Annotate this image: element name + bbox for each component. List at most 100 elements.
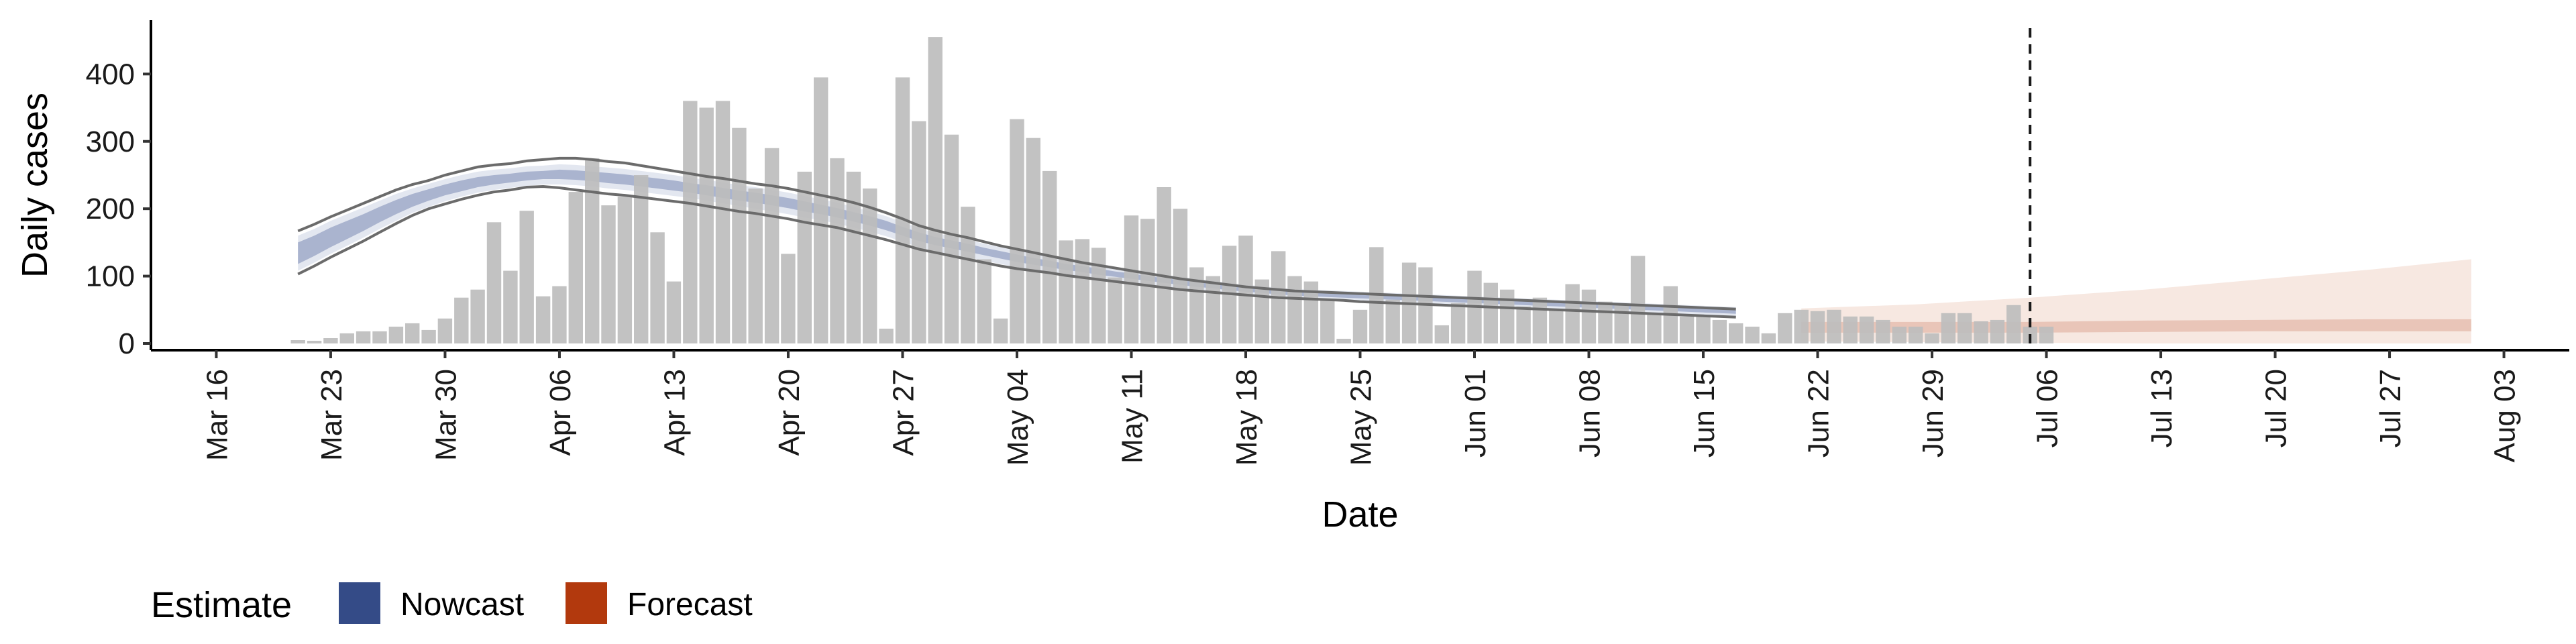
bar: [1745, 326, 1760, 343]
x-tick-label: Jul 27: [2374, 369, 2407, 447]
bar: [568, 192, 583, 343]
bar: [1712, 319, 1727, 343]
bar: [1794, 309, 1809, 343]
bar: [977, 259, 991, 343]
legend-title: Estimate: [151, 585, 292, 625]
x-tick-label: Mar 30: [429, 369, 462, 461]
legend-swatch-forecast: [566, 582, 607, 624]
bar: [1303, 281, 1319, 343]
bar: [535, 296, 551, 343]
bar: [1581, 289, 1597, 343]
bar: [552, 286, 567, 343]
x-tick-label: Jun 08: [1574, 369, 1607, 458]
x-tick-label: May 25: [1345, 369, 1378, 466]
bar: [601, 205, 616, 343]
legend-label-forecast: Forecast: [627, 587, 753, 623]
bar: [944, 134, 959, 343]
bar: [699, 107, 714, 343]
bar: [1843, 316, 1858, 343]
x-tick-label: Jun 01: [1459, 369, 1492, 458]
bar: [1614, 305, 1629, 343]
bar: [863, 189, 877, 343]
bar: [1892, 326, 1907, 343]
x-tick-label: Jul 13: [2145, 369, 2178, 447]
bar: [1876, 319, 1890, 343]
bar: [1778, 313, 1792, 343]
bar: [1647, 313, 1662, 343]
x-tick-label: Apr 27: [887, 369, 920, 456]
x-tick-label: Jun 15: [1688, 369, 1721, 458]
bar: [895, 77, 910, 344]
bar: [1336, 339, 1351, 343]
x-tick-label: Jul 20: [2260, 369, 2293, 447]
bar: [617, 197, 633, 343]
y-tick-label: 0: [119, 327, 135, 360]
bar: [1696, 316, 1711, 343]
bar: [1957, 313, 1972, 343]
bar: [1091, 248, 1106, 343]
bar: [503, 270, 518, 343]
y-tick-label: 400: [86, 58, 135, 91]
bar: [1810, 311, 1825, 343]
bar: [585, 158, 600, 343]
x-tick-label: Apr 06: [544, 369, 577, 456]
bar: [814, 77, 828, 344]
bar: [1549, 309, 1564, 343]
y-axis-title: Daily cases: [15, 93, 55, 278]
legend-label-nowcast: Nowcast: [400, 587, 524, 623]
bar: [307, 341, 322, 343]
x-tick-label: Mar 16: [201, 369, 233, 461]
bar: [1205, 276, 1220, 343]
bar: [1238, 235, 1253, 343]
bar: [1941, 313, 1956, 343]
interval-lines-layer: [297, 156, 1736, 319]
bar: [732, 127, 747, 343]
bar: [928, 37, 943, 343]
bar: [1483, 282, 1498, 343]
bar: [323, 338, 338, 343]
x-tick-label: Jun 29: [1917, 369, 1949, 458]
interval-upper-line: [297, 156, 1736, 311]
bar: [993, 318, 1008, 343]
interval-lower-line: [297, 184, 1736, 319]
bar: [1450, 303, 1466, 344]
bar: [1974, 321, 1988, 343]
x-tick-label: May 11: [1116, 369, 1148, 464]
bar: [748, 189, 763, 343]
bar: [454, 297, 469, 343]
bars-layer: [290, 37, 2054, 344]
bar: [1679, 316, 1695, 343]
bar: [1516, 306, 1531, 343]
bar: [290, 340, 305, 343]
bar: [1320, 299, 1335, 343]
bar: [1827, 309, 1841, 343]
bar: [1434, 325, 1449, 343]
bar: [1026, 138, 1040, 343]
bar: [666, 281, 682, 343]
bar: [1189, 267, 1204, 343]
x-tick-label: Apr 13: [658, 369, 691, 456]
bar: [1500, 289, 1515, 343]
x-tick-label: Jul 06: [2031, 369, 2064, 447]
bar: [1352, 309, 1368, 343]
bar: [1925, 333, 1939, 343]
bar: [519, 211, 534, 343]
bar: [388, 326, 404, 343]
x-tick-label: Aug 03: [2489, 369, 2522, 462]
legend: Estimate Nowcast Forecast: [151, 582, 753, 625]
bar: [797, 171, 812, 343]
bar: [339, 333, 354, 343]
y-ticks: 0 100 200 300 400: [86, 58, 151, 360]
bar: [1532, 297, 1548, 343]
bar: [1729, 323, 1743, 343]
bar: [1124, 215, 1139, 343]
x-tick-label: Mar 23: [315, 369, 348, 461]
bar: [421, 329, 436, 343]
bar: [372, 331, 387, 343]
legend-swatch-nowcast: [339, 582, 380, 624]
bar: [1598, 301, 1613, 343]
bar: [650, 232, 665, 343]
x-tick-label: Jun 22: [1803, 369, 1835, 458]
bar: [781, 254, 796, 343]
